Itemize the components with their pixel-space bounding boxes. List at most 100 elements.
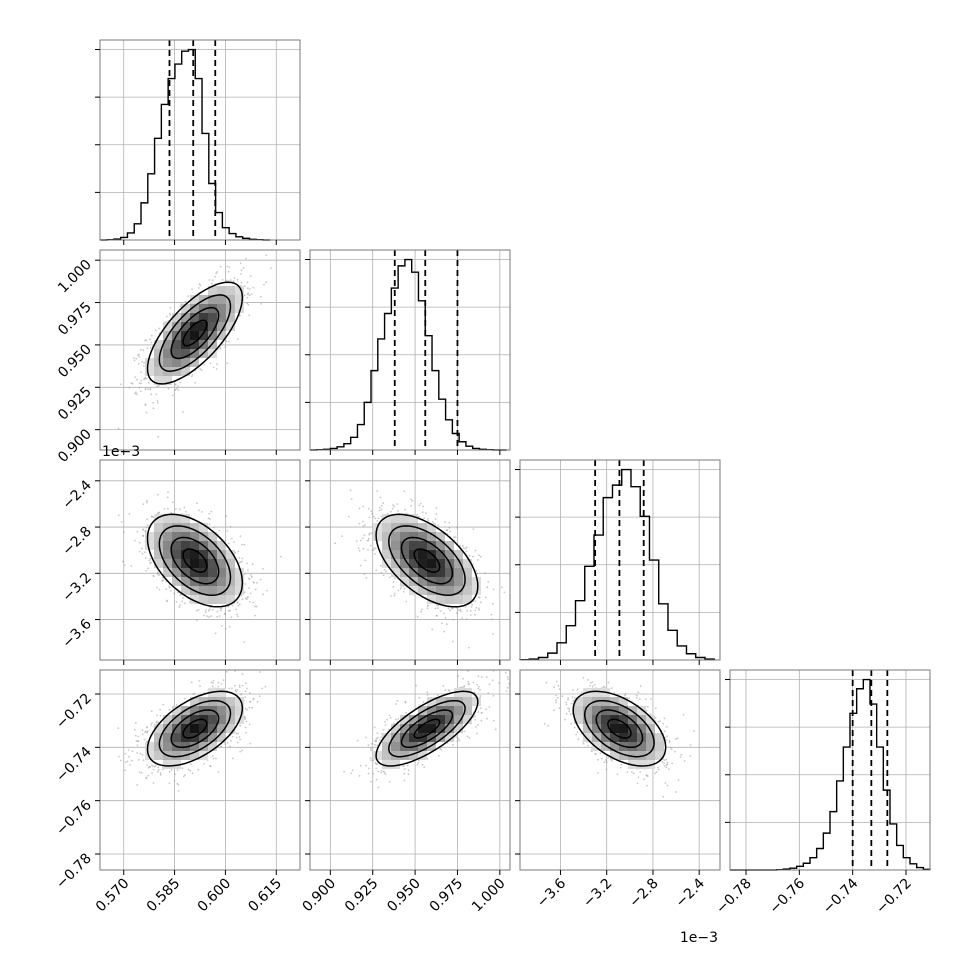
density-cell [418,550,427,559]
sample-point [210,681,213,684]
density-cell [436,586,445,595]
sample-point [157,512,160,514]
density-cell [391,550,400,559]
sample-point [199,368,202,370]
sample-point [436,607,439,610]
density-cell [226,550,235,559]
sample-point [229,279,232,281]
sample-point [397,510,399,512]
sample-point [252,601,255,604]
sample-point [176,387,179,390]
density-cell [217,568,226,577]
sample-point [134,539,136,542]
sample-point [492,602,494,605]
density-cell [190,541,199,550]
sample-point [236,601,239,603]
density-cell [400,514,409,523]
sample-point [161,576,164,579]
sample-point [142,365,145,367]
density-cell [172,367,181,376]
sample-point [357,547,360,550]
sample-point [149,338,152,341]
density-cell [463,595,472,604]
sample-point [241,749,244,752]
density-cell [163,358,172,367]
sample-point [461,617,464,619]
sample-point [477,607,480,610]
sample-point [472,555,474,558]
density-cell [445,595,454,604]
histogram-step [310,258,507,451]
density-cell [382,550,391,559]
sample-point [233,241,235,243]
sample-point [220,609,222,612]
sample-point [165,599,168,602]
sample-point [147,567,149,570]
contour-line [170,536,220,585]
sample-point [246,302,249,305]
density-cell [208,541,217,550]
sample-point [449,530,451,533]
density-cell [436,541,445,550]
sample-point [196,619,198,622]
sample-point [225,279,228,282]
sample-point [216,363,218,366]
sample-point [248,587,250,590]
sample-point [246,287,249,290]
sample-point [244,583,247,585]
contour-line [146,281,244,385]
sample-point [262,593,264,596]
sample-point [434,607,437,610]
sample-point [137,758,140,761]
density-cell [217,286,226,295]
sample-point [239,535,242,538]
sample-point [403,490,406,493]
sample-point [147,381,150,384]
sample-point [243,591,246,593]
sample-point [249,275,252,277]
sample-point [219,265,222,268]
density-cell [199,532,208,541]
sample-point [419,502,422,505]
sample-point [380,564,382,567]
sample-point [144,551,146,554]
sample-point [218,615,221,617]
sample-point [410,504,413,507]
density-cell [436,550,445,559]
sample-point [244,682,247,685]
sample-point [138,550,141,553]
sample-point [231,757,234,760]
density-cell [154,340,163,349]
sample-point [162,579,165,581]
sample-point [263,283,265,286]
sample-point [158,327,161,330]
sample-point [465,546,468,549]
sample-point [462,547,465,550]
sample-point [393,505,396,508]
sample-point [475,606,478,609]
sample-point [418,504,421,507]
sample-point [207,609,210,612]
sample-point [209,362,212,365]
density-cell [199,304,208,313]
sample-point [247,596,250,598]
sample-point [146,524,149,527]
sample-point [156,493,159,496]
density-cell [199,595,208,604]
density-cell [145,358,154,367]
sample-point [191,374,194,376]
density-cell [199,322,208,331]
density-cell [226,586,235,595]
sample-point [179,305,182,308]
density-cell [181,568,190,577]
sample-point [243,573,246,575]
sample-point [145,411,148,414]
density-cell [436,595,445,604]
sample-point [223,613,226,616]
sample-point [243,294,246,297]
sample-point [152,782,155,784]
sample-point [435,507,438,509]
sample-point [120,521,123,523]
sample-point [179,594,182,596]
density-cell [400,541,409,550]
